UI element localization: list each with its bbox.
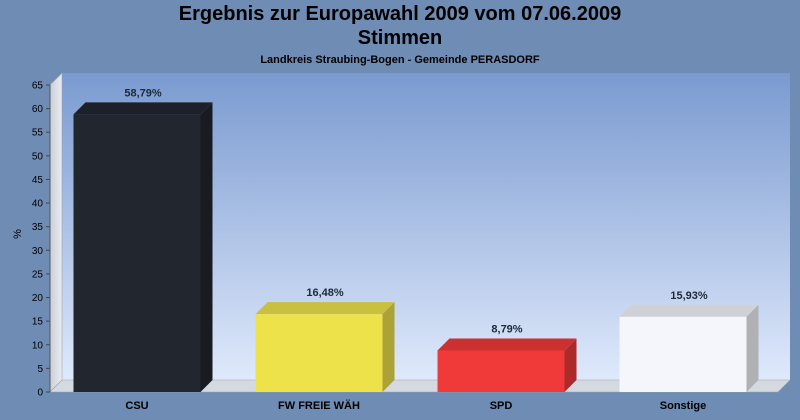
y-tick-label: 40: [32, 199, 44, 210]
y-axis-label: %: [12, 229, 24, 239]
x-category-label: FW FREIE WÄH: [278, 399, 360, 412]
y-tick-label: 55: [32, 128, 44, 139]
bar-spd: [437, 338, 577, 392]
y-tick-label: 50: [32, 151, 44, 162]
chart-title-line-2: Stimmen: [357, 27, 443, 49]
y-tick-label: 30: [32, 246, 44, 257]
bar-top: [73, 102, 213, 115]
y-tick-label: 20: [32, 293, 44, 304]
y-tick-label: 5: [37, 364, 43, 375]
x-category-label: Sonstige: [660, 400, 706, 412]
bar-top: [619, 304, 759, 317]
bar-front: [73, 114, 201, 392]
y-tick-label: 0: [37, 388, 43, 399]
bar-top: [255, 302, 395, 315]
plot-side-wall: [49, 72, 63, 393]
bar-value-label: 58,79%: [124, 87, 162, 99]
x-category-label: SPD: [490, 400, 513, 412]
y-tick-label: 25: [32, 269, 44, 280]
y-tick-label: 60: [32, 104, 44, 115]
bar-value-label: 16,48%: [306, 287, 344, 299]
bar-front: [619, 316, 747, 392]
bar-side: [564, 338, 577, 392]
bar-fw-freie-w-h: [255, 302, 395, 392]
bar-value-label: 8,79%: [491, 323, 522, 335]
bar-front: [437, 350, 565, 392]
chart-title: Ergebnis zur Europawahl 2009 vom 07.06.2…: [178, 3, 622, 25]
bar-side: [746, 304, 759, 392]
y-tick-label: 10: [32, 340, 44, 351]
bar-value-label: 15,93%: [670, 290, 708, 302]
bar-csu: [73, 102, 213, 392]
y-tick-label: 65: [32, 81, 44, 92]
y-tick-label: 35: [32, 222, 44, 233]
bar-side: [200, 102, 213, 392]
y-tick-label: 15: [32, 317, 44, 328]
bar-front: [255, 314, 383, 392]
plot-back-wall: [62, 73, 790, 380]
bar-sonstige: [619, 304, 759, 392]
y-tick-label: 45: [32, 175, 44, 186]
bar-top: [437, 338, 577, 351]
chart-subtitle: Landkreis Straubing-Bogen - Gemeinde PER…: [260, 54, 540, 66]
bar-side: [382, 302, 395, 392]
x-category-label: CSU: [125, 400, 148, 412]
